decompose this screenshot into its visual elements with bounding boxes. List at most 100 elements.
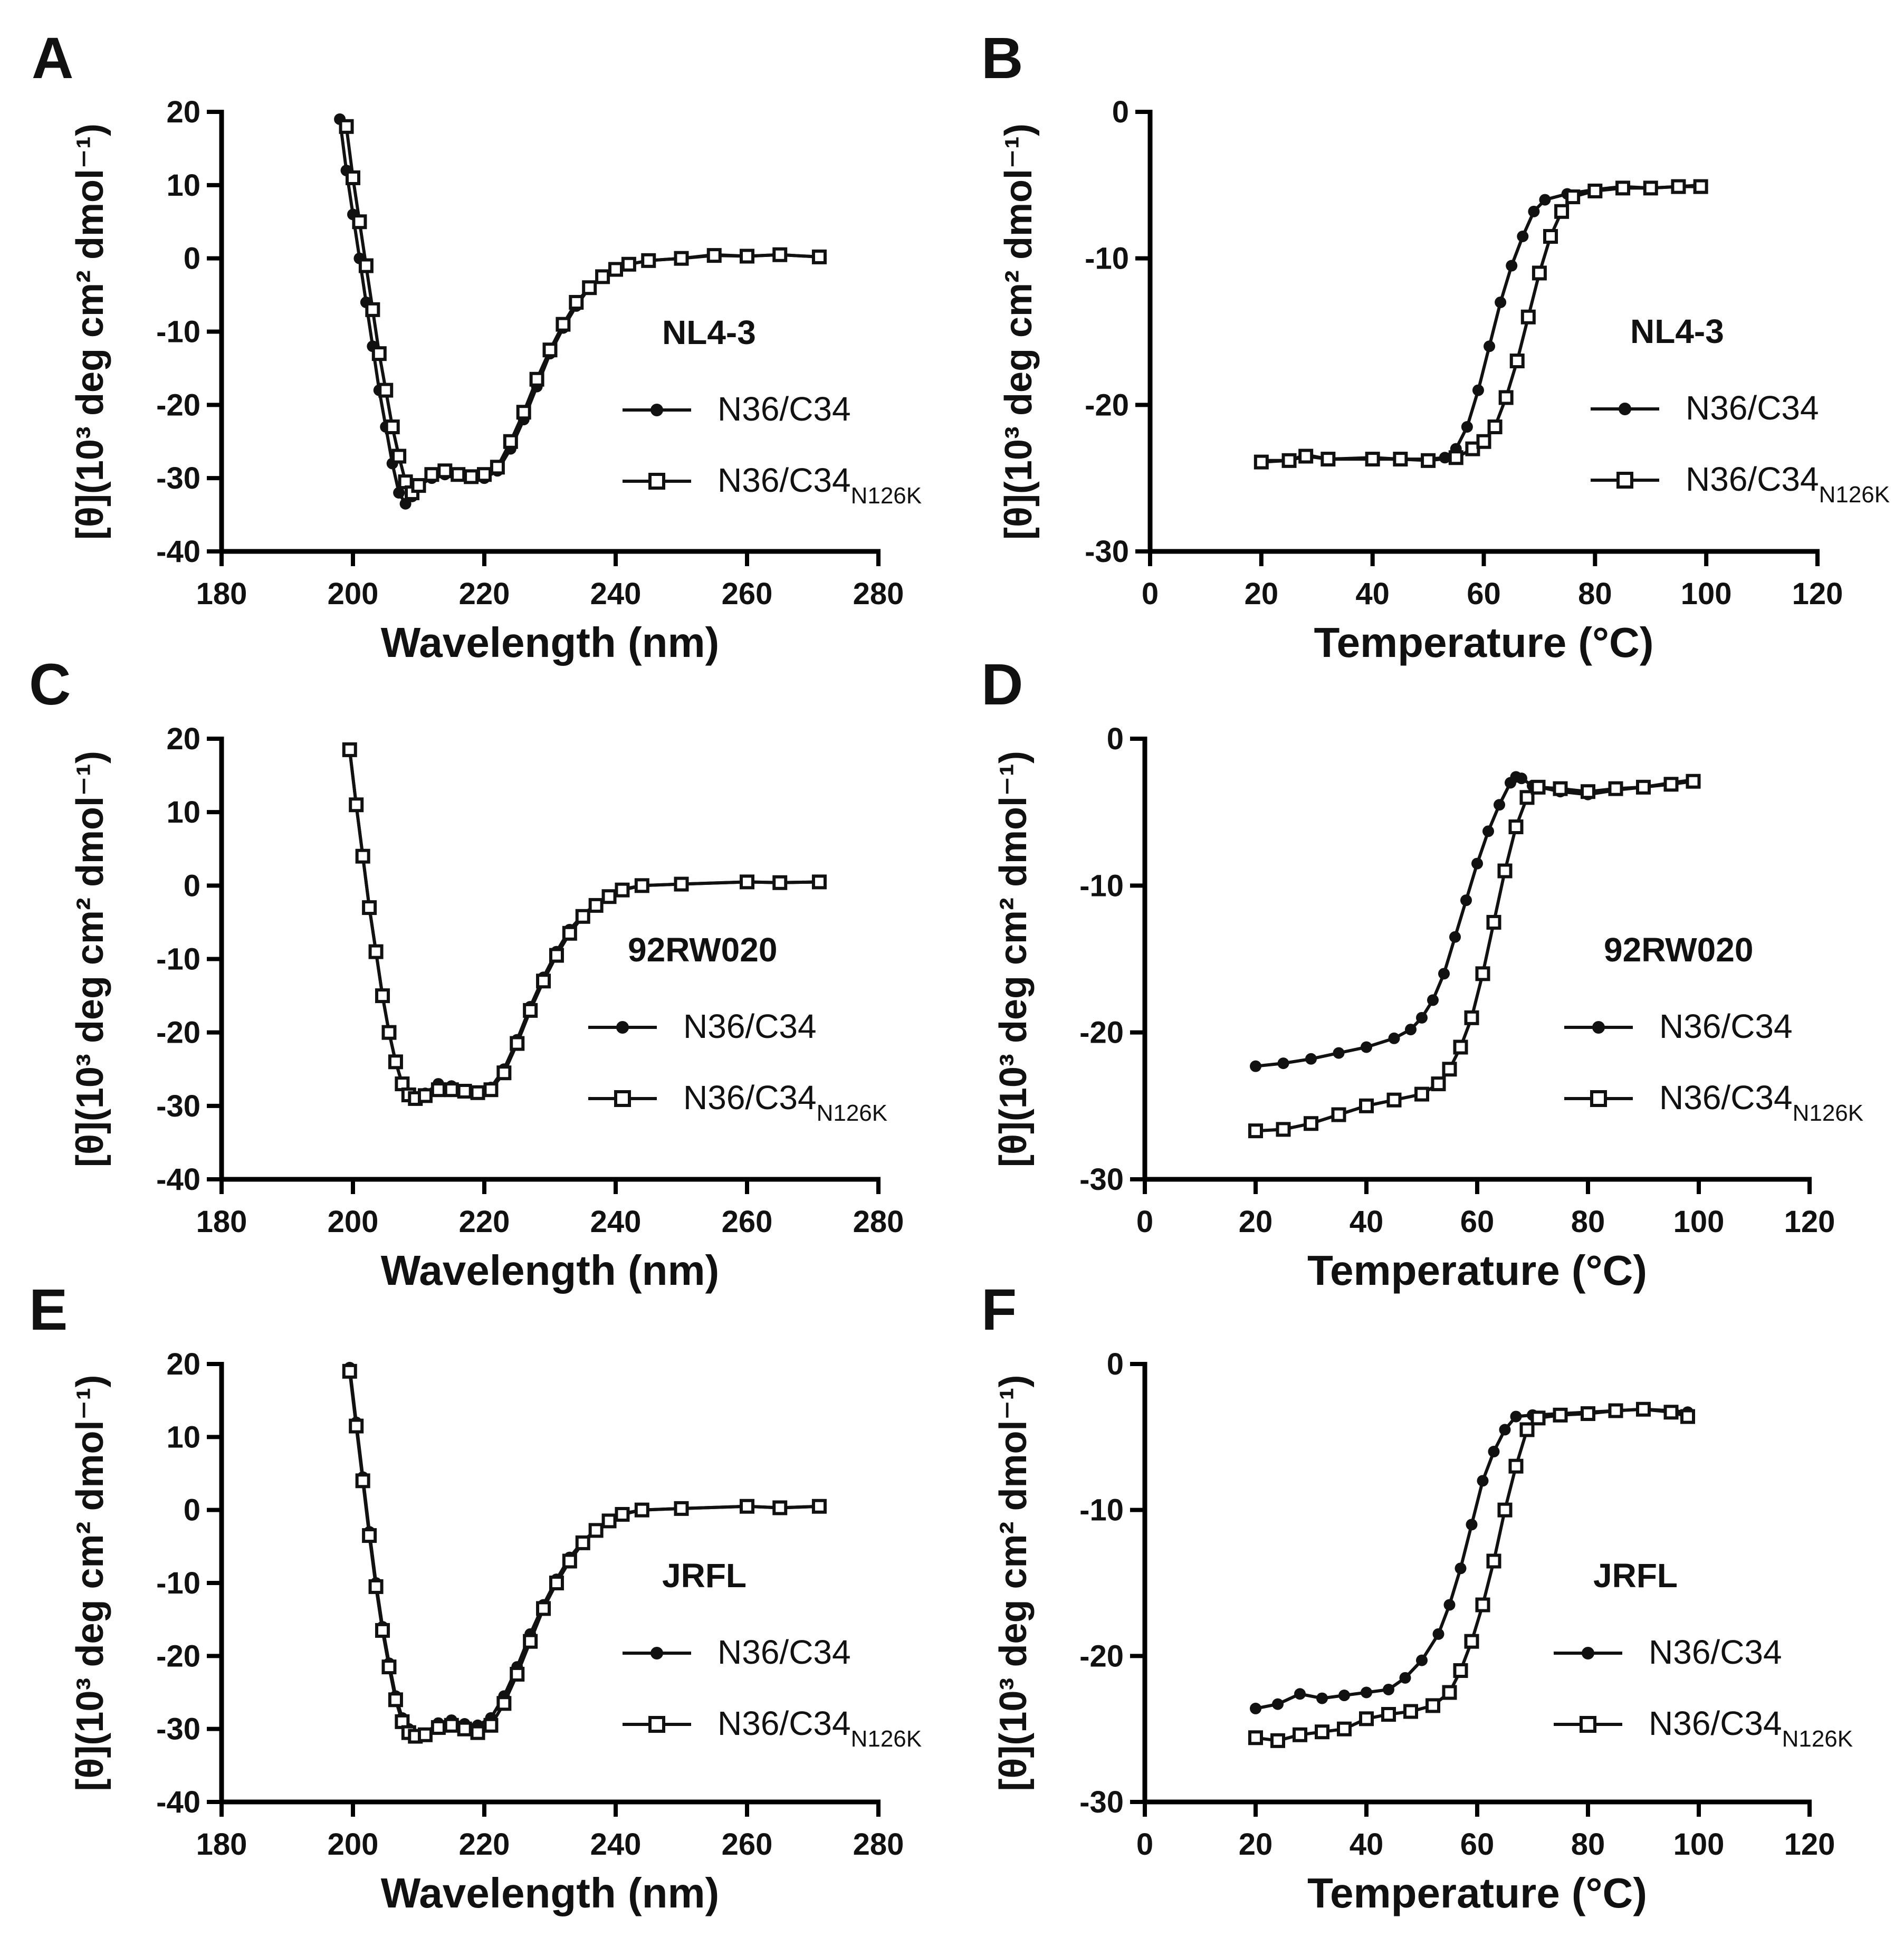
y-tick-label: 20 xyxy=(166,95,200,129)
x-tick-label: 120 xyxy=(1784,1205,1835,1239)
data-point xyxy=(1530,779,1546,795)
data-point xyxy=(1581,1406,1595,1422)
x-tick-label: 280 xyxy=(853,1827,904,1862)
y-tick-label: -30 xyxy=(1079,1785,1124,1819)
data-point xyxy=(1516,772,1527,785)
data-point xyxy=(1543,229,1558,244)
x-tick-label: 40 xyxy=(1350,1205,1384,1239)
data-point xyxy=(444,1082,459,1098)
data-point xyxy=(1615,180,1631,196)
data-point xyxy=(352,214,367,230)
data-point xyxy=(740,874,754,890)
y-tick-label: -30 xyxy=(1079,1162,1124,1197)
data-point xyxy=(1510,1410,1522,1423)
legend-label-subscript: N126K xyxy=(851,483,922,509)
data-point xyxy=(1553,1407,1568,1423)
data-point xyxy=(1250,1702,1261,1714)
data-point xyxy=(457,1721,472,1737)
data-point xyxy=(362,900,377,915)
data-point xyxy=(1361,1041,1372,1053)
data-point xyxy=(424,467,439,482)
panel-letter: F xyxy=(981,1277,1017,1342)
data-point xyxy=(1494,799,1505,811)
legend-label: N36/C34N126K xyxy=(1659,1079,1863,1126)
data-point xyxy=(575,1535,590,1550)
data-point xyxy=(575,909,590,924)
legend-title: JRFL xyxy=(1593,1557,1678,1595)
series-n36-c34-n126k xyxy=(1254,179,1708,470)
y-tick-label: -10 xyxy=(1079,869,1124,903)
legend-label-subscript: N126K xyxy=(1782,1726,1853,1752)
data-point xyxy=(457,1084,472,1099)
data-point xyxy=(1443,1599,1456,1611)
data-point xyxy=(1693,179,1708,194)
data-point xyxy=(503,434,518,449)
data-point xyxy=(1581,784,1595,799)
legend-label-main: N36/C34 xyxy=(1686,389,1819,427)
data-point xyxy=(1475,966,1490,981)
legend-label: N36/C34 xyxy=(683,1007,817,1045)
legend-title: 92RW020 xyxy=(628,931,777,969)
data-point xyxy=(1316,1692,1328,1704)
data-point xyxy=(772,1500,788,1515)
data-point xyxy=(1338,1690,1350,1702)
data-point xyxy=(349,797,364,813)
y-axis-title: [θ](10³ deg cm² dmol⁻¹) xyxy=(998,123,1040,540)
legend-marker-circle xyxy=(1592,1021,1605,1034)
data-point xyxy=(601,889,617,904)
data-point xyxy=(1359,1711,1374,1726)
data-point xyxy=(1686,774,1701,789)
data-point xyxy=(1453,1663,1468,1678)
data-point xyxy=(510,1666,525,1682)
data-point xyxy=(811,249,827,264)
data-point xyxy=(1499,1424,1511,1436)
data-point xyxy=(1488,1446,1500,1457)
data-point xyxy=(523,1634,538,1649)
data-point xyxy=(483,1718,499,1733)
data-point xyxy=(634,878,649,893)
series-n36-c34-n126k xyxy=(339,119,827,500)
data-point xyxy=(339,119,354,134)
data-point xyxy=(1298,449,1314,464)
series-n36-c34 xyxy=(334,113,825,510)
data-point xyxy=(1361,1686,1372,1699)
data-point xyxy=(1453,1039,1468,1055)
data-point xyxy=(1477,1475,1489,1487)
y-tick-label: -10 xyxy=(1085,242,1129,276)
legend-label-main: N36/C34 xyxy=(717,461,851,499)
legend-label: N36/C34N126K xyxy=(1649,1704,1853,1752)
legend-title: NL4-3 xyxy=(662,313,756,351)
x-tick-label: 240 xyxy=(590,1205,642,1239)
data-point xyxy=(1250,1060,1261,1072)
chart-panel-d: D 0 20 40 60 80 100 120 -30 -20 -10 0 Temperature (°… xyxy=(981,652,1863,1294)
data-point xyxy=(1464,1010,1479,1025)
legend-label-main: N36/C34 xyxy=(1649,1704,1782,1742)
x-tick-label: 40 xyxy=(1350,1827,1384,1862)
legend-label-main: N36/C34 xyxy=(717,1633,851,1671)
legend-label-subscript: N126K xyxy=(1819,482,1890,508)
legend-label-main: N36/C34 xyxy=(683,1079,817,1117)
y-tick-label: -10 xyxy=(156,315,200,349)
data-point xyxy=(569,294,584,310)
data-point xyxy=(1486,914,1501,930)
data-point xyxy=(483,1082,499,1098)
data-point xyxy=(536,974,551,989)
legend-label: N36/C34 xyxy=(1659,1007,1793,1045)
series-line xyxy=(338,119,820,507)
series-line xyxy=(348,1367,820,1737)
data-point xyxy=(342,742,357,757)
data-point xyxy=(740,249,754,264)
data-point xyxy=(621,256,636,272)
data-point xyxy=(1315,1724,1329,1740)
data-point xyxy=(437,463,453,479)
data-point xyxy=(1466,1519,1478,1531)
data-point xyxy=(523,1003,538,1018)
data-point xyxy=(1520,309,1536,325)
data-point xyxy=(1414,1086,1429,1102)
data-point xyxy=(470,1725,485,1740)
data-point xyxy=(1393,452,1408,467)
data-point xyxy=(641,253,656,268)
data-point xyxy=(411,478,426,493)
legend-marker-circle xyxy=(1619,403,1631,415)
x-tick-label: 240 xyxy=(590,1827,642,1862)
